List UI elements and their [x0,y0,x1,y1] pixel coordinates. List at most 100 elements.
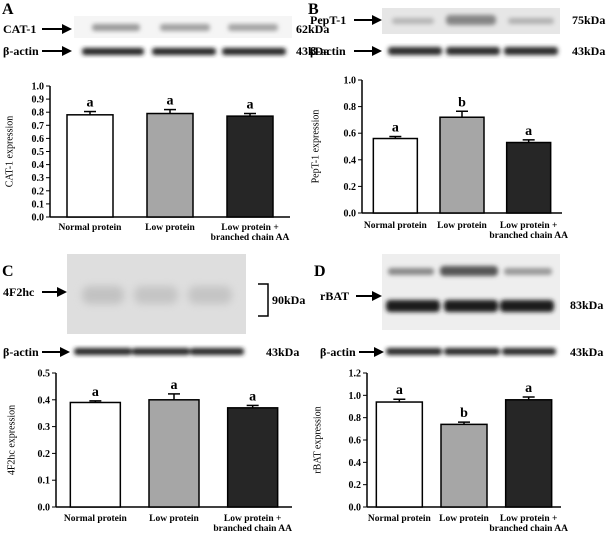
y-tick-label: 0.0 [32,213,45,224]
y-tick-label: 0.5 [38,369,51,380]
y-tick-label: 0.4 [38,395,51,406]
blot-b-protein-kda: 75kDa [572,13,605,27]
panel-b-letter: B [308,1,319,18]
significance-letter: a [396,383,403,398]
significance-letter: b [460,406,468,421]
panel-a: A CAT-1 62kDa β-actin 43kDa [2,1,329,58]
blot-d-actin-kda: 43kDa [570,345,603,359]
x-tick-label: Normal protein [368,514,432,524]
blot-a-actin-kda: 43kDa [296,44,329,58]
y-tick-label: 0.6 [344,129,357,140]
panel-a-letter: A [2,1,14,18]
y-tick-label: 0.4 [349,458,362,469]
x-tick-label: Low protein + [500,514,558,524]
blot-b-actin-label: β-actin [310,44,346,58]
blot-a-protein-bands [92,24,278,31]
y-axis-label: rBAT expression [312,406,323,473]
x-tick-label: Low protein [149,514,199,524]
panel-d-letter: D [314,263,326,280]
y-tick-label: 0.2 [32,186,45,197]
y-tick-label: 0.0 [344,209,357,220]
y-tick-label: 0.2 [349,480,362,491]
y-tick-label: 0.1 [38,476,51,487]
blot-c-actin-kda: 43kDa [266,345,299,359]
panel-d: D rBAT 83kDa β-actin 43kDa [314,254,603,359]
bar-chart-b: 0.0 0.2 0.4 0.6 0.8 1.0 PepT-1 expression a Norm… [310,76,568,242]
y-tick-label: 0.3 [38,422,51,433]
y-tick-label: 1.0 [349,391,362,402]
y-tick-label: 0.9 [32,95,45,106]
blot-d-actin-arrow [359,347,384,357]
blot-d-protein-image [382,254,560,330]
x-tick-label: Low protein [439,514,489,524]
y-tick-label: 0.8 [349,413,362,424]
x-tick-label: Normal protein [59,223,123,233]
blot-d-protein-arrow [356,291,382,301]
x-tick-label: Low protein + [221,223,279,233]
bar [372,137,419,214]
blot-d-protein-bands [386,266,554,312]
x-tick-label: Normal protein [364,221,428,231]
y-tick-label: 0.4 [344,155,357,166]
blot-d-protein-label: rBAT [320,289,349,303]
bar-chart-c: 0.0 0.1 0.2 0.3 0.4 0.5 4F2hc expression a Norma… [6,369,292,535]
y-tick-label: 0.8 [32,108,45,119]
panel-b: B PepT-1 75kDa β-actin 43kDa [308,1,605,58]
blot-c-bracket [258,283,269,317]
significance-letter: a [171,378,178,393]
x-tick-label: branched chain AA [213,524,292,532]
y-tick-label: 1.0 [32,82,45,93]
y-tick-label: 0.1 [32,199,45,210]
significance-letter: a [392,121,399,136]
blot-b-actin-kda: 43kDa [572,44,605,58]
blot-a-protein-kda: 62kDa [296,22,329,36]
y-tick-label: 0.2 [344,182,357,193]
blot-a-actin-arrow [42,46,72,56]
bar [375,401,424,508]
significance-letter: b [458,95,466,110]
blot-b-protein-label: PepT-1 [310,13,346,27]
x-tick-label: Low protein + [500,221,558,231]
y-tick-label: 1.0 [344,76,357,87]
significance-letter: a [525,124,532,139]
blot-a-actin-label: β-actin [3,44,39,58]
x-tick-label: Low protein + [224,514,282,524]
y-axis-label: 4F2hc expression [6,405,17,475]
y-tick-label: 0.5 [32,147,45,158]
bar [148,399,200,508]
y-tick-label: 0.2 [38,449,51,460]
bar [439,116,485,214]
blot-a-actin-bands [82,48,286,55]
y-tick-label: 0.3 [32,173,45,184]
blot-b-protein-bands [392,15,554,25]
bar-chart-d: 0.0 0.2 0.4 0.6 0.8 1.0 1.2 rBAT expression a Nor… [312,369,568,535]
blot-c-actin-bands [74,348,244,355]
blot-d-actin-label: β-actin [320,345,356,359]
significance-letter: a [525,381,532,396]
panel-c: C 4F2hc 90kDa β-actin 43kDa [2,254,305,359]
significance-letter: a [92,385,99,400]
significance-letter: a [87,96,94,111]
bar [504,399,553,508]
y-tick-label: 1.2 [349,369,362,380]
y-axis-label: PepT-1 expression [310,110,321,184]
bar-chart-a: 0.0 0.1 0.2 0.3 0.4 0.5 0.6 0.7 0.8 0.9 1.0 CAT-1 e… [4,82,290,243]
blot-c-protein-kda: 90kDa [272,293,305,307]
blot-b-actin-bands [388,47,558,55]
y-tick-label: 0.7 [32,121,45,132]
bar [505,141,552,214]
blot-c-protein-arrow [42,287,67,297]
y-tick-label: 0.4 [32,160,45,171]
y-tick-label: 0.6 [349,436,362,447]
y-tick-label: 0.0 [38,503,51,514]
x-tick-label: Low protein [437,221,487,231]
bar [69,401,122,508]
blot-c-protein-label: 4F2hc [3,285,35,299]
significance-letter: a [247,98,254,113]
bar [226,407,279,508]
y-tick-label: 0.6 [32,134,45,145]
y-axis-label: CAT-1 expression [4,116,15,188]
blot-d-protein-kda: 83kDa [570,298,603,312]
x-tick-label: branched chain AA [489,231,568,241]
